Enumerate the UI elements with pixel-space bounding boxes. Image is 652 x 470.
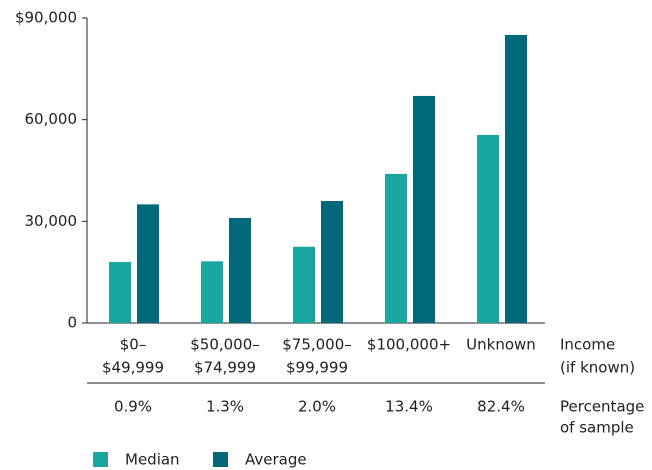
bar <box>137 204 159 323</box>
sample-share: 13.4% <box>385 398 433 416</box>
x-tick-label: $74,999 <box>194 359 256 377</box>
row-label: of sample <box>560 419 634 437</box>
bar <box>413 95 435 323</box>
x-tick-label: $100,000+ <box>367 336 451 354</box>
bar <box>505 34 527 323</box>
x-axis-label: Income <box>560 336 615 354</box>
bar <box>385 173 407 323</box>
x-tick-label: $49,999 <box>102 359 164 377</box>
x-tick-label: Unknown <box>466 336 536 354</box>
legend-swatch <box>213 452 228 467</box>
x-tick-label: $0– <box>120 336 147 354</box>
x-tick-label: $99,999 <box>286 359 348 377</box>
y-tick-label: 60,000 <box>25 110 78 128</box>
bar <box>293 246 315 323</box>
sample-share: 2.0% <box>298 398 336 416</box>
bar <box>321 201 343 323</box>
sample-share: 1.3% <box>206 398 244 416</box>
y-tick-label: 30,000 <box>25 212 78 230</box>
sample-share: 82.4% <box>477 398 525 416</box>
legend-label: Median <box>125 451 180 469</box>
bar <box>109 262 131 323</box>
legend-label: Average <box>245 451 307 469</box>
bar <box>201 261 223 323</box>
y-tick-label: 0 <box>67 314 77 332</box>
bar <box>477 134 499 323</box>
sample-share: 0.9% <box>114 398 152 416</box>
x-tick-label: $50,000– <box>190 336 260 354</box>
row-label: Percentage <box>560 398 644 416</box>
bar <box>229 217 251 323</box>
x-axis-label: (if known) <box>560 359 635 377</box>
legend-swatch <box>93 452 108 467</box>
x-tick-label: $75,000– <box>282 336 352 354</box>
y-tick-label: $90,000 <box>15 9 77 27</box>
